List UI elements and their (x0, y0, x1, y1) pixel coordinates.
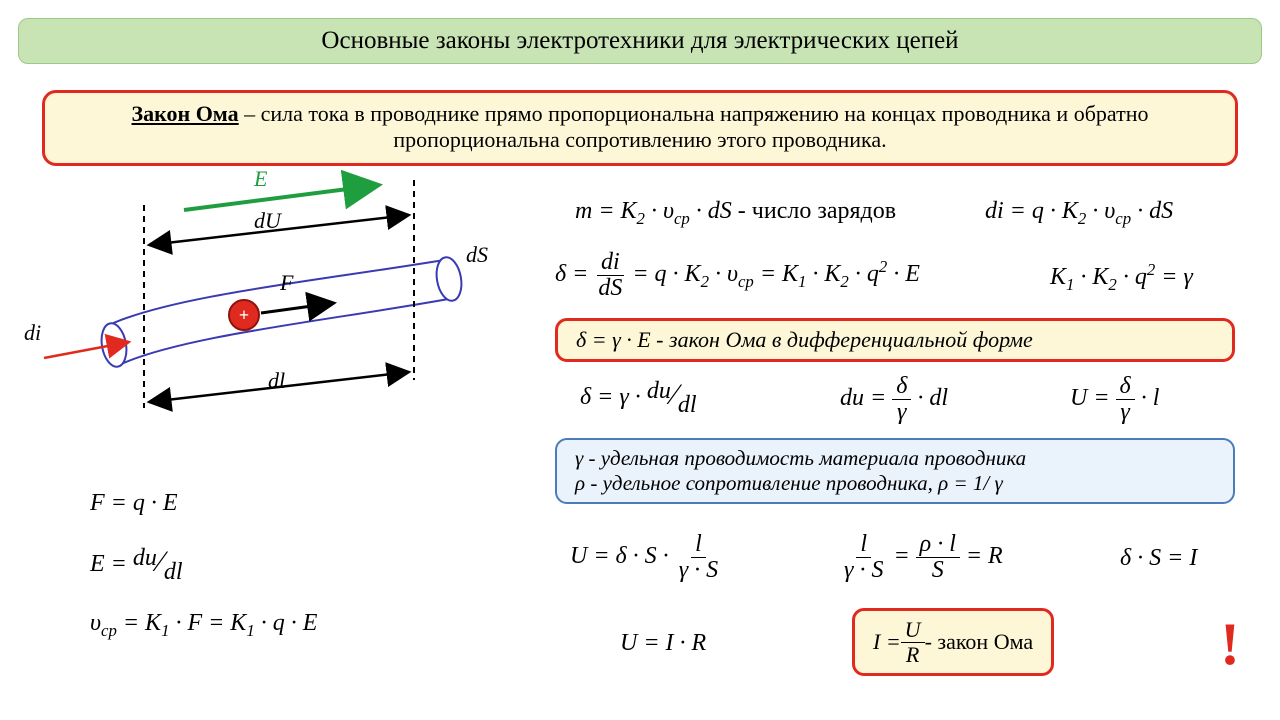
eq-UIR: U = I · R (620, 630, 706, 657)
ohm-law-name: Закон Ома (132, 101, 239, 126)
exclamation-icon: ! (1220, 610, 1240, 679)
eq-vср: υср = K1 · F = K1 · q · E (90, 610, 317, 641)
label-di: di (24, 320, 41, 346)
eq-Krel: K1 · K2 · q2 = γ (1050, 260, 1193, 295)
eq-delta: δ = didS = q · K2 · υср = K1 · K2 · q2 ·… (555, 250, 920, 301)
ohm-law-definition-box: Закон Ома – сила тока в проводнике прямо… (42, 90, 1238, 166)
ohm-law-box: I = UR - закон Ома (852, 608, 1054, 676)
page-title-banner: Основные законы электротехники для элект… (18, 18, 1262, 64)
eq-du: du = δγ · dl (840, 374, 948, 425)
eq-m: m = K2 · υср · dS - число зарядов (575, 198, 896, 229)
eq-U: U = δγ · l (1070, 374, 1159, 425)
label-E: E (254, 166, 267, 192)
eq-delta-gamma-dudl: δ = γ · du⁄dl (580, 378, 697, 412)
eq-F: F = q · E (90, 490, 178, 517)
label-F: F (280, 270, 293, 296)
label-dl: dl (268, 368, 285, 394)
eq-R: lγ · S = ρ · lS = R (840, 532, 1003, 583)
eq-E: E = du⁄dl (90, 545, 183, 579)
charge-plus: + (239, 305, 249, 325)
ohm-law-text: – сила тока в проводнике прямо пропорцио… (239, 101, 1149, 152)
eq-deltaS: δ · S = I (1120, 545, 1197, 572)
label-dS: dS (466, 242, 488, 268)
eq-di: di = q · K2 · υср · dS (985, 198, 1173, 229)
conductor-diagram: + E dU F dS di dl (24, 170, 504, 450)
conductivity-box: γ - удельная проводимость материала пров… (555, 438, 1235, 504)
label-dU: dU (254, 208, 281, 234)
eq-U2: U = δ · S · lγ · S (570, 532, 722, 583)
ohm-differential-box: δ = γ · E - закон Ома в дифференциальной… (555, 318, 1235, 362)
page-title: Основные законы электротехники для элект… (321, 27, 958, 55)
